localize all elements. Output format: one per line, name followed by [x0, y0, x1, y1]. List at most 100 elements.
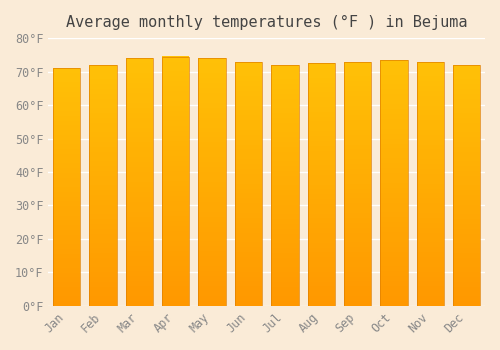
Bar	[90, 296, 117, 301]
Bar	[90, 79, 117, 84]
Bar	[308, 126, 335, 131]
Bar	[453, 233, 480, 238]
Bar	[162, 171, 190, 176]
Bar	[235, 237, 262, 242]
Bar	[162, 216, 190, 221]
Bar	[162, 291, 190, 296]
Bar	[126, 88, 153, 93]
Bar	[271, 287, 298, 292]
Bar	[308, 175, 335, 180]
Bar	[162, 156, 190, 161]
Bar	[453, 282, 480, 287]
Bar	[126, 58, 153, 63]
Bar	[453, 291, 480, 296]
Bar	[308, 223, 335, 228]
Bar	[271, 161, 298, 166]
Bar	[453, 152, 480, 156]
Bar	[198, 281, 226, 286]
Bar	[162, 56, 190, 62]
Bar	[308, 267, 335, 272]
Bar	[344, 272, 372, 276]
Bar	[53, 206, 80, 211]
Bar	[271, 258, 298, 262]
Bar	[453, 108, 480, 113]
Bar	[417, 257, 444, 262]
Bar	[126, 142, 153, 147]
Bar	[453, 296, 480, 301]
Bar	[235, 301, 262, 306]
Bar	[198, 256, 226, 261]
Bar	[417, 81, 444, 86]
Bar	[417, 267, 444, 272]
Bar	[308, 160, 335, 165]
Bar	[453, 127, 480, 132]
Bar	[417, 100, 444, 105]
Bar	[271, 238, 298, 243]
Bar	[380, 173, 407, 178]
Bar	[126, 152, 153, 157]
Bar	[90, 99, 117, 104]
Bar	[126, 73, 153, 78]
Bar	[90, 75, 117, 79]
Bar	[126, 108, 153, 113]
Bar	[344, 198, 372, 203]
Bar	[453, 147, 480, 152]
Bar	[453, 214, 480, 219]
Bar	[308, 243, 335, 247]
Bar	[162, 271, 190, 276]
Bar	[53, 196, 80, 201]
Bar	[453, 224, 480, 229]
Bar	[453, 84, 480, 89]
Bar	[453, 113, 480, 118]
Bar	[271, 103, 298, 108]
Bar	[344, 257, 372, 262]
Bar	[235, 203, 262, 208]
Bar	[380, 99, 407, 104]
Bar	[417, 228, 444, 232]
Bar	[53, 182, 80, 187]
Bar	[53, 225, 80, 230]
Bar	[417, 154, 444, 159]
Bar	[271, 291, 298, 296]
Bar	[308, 107, 335, 112]
Bar	[453, 79, 480, 84]
Bar	[380, 79, 407, 84]
Bar	[126, 187, 153, 192]
Bar	[198, 132, 226, 138]
Bar	[162, 211, 190, 216]
Bar	[380, 203, 407, 208]
Bar	[162, 191, 190, 196]
Bar	[308, 291, 335, 296]
Bar	[271, 296, 298, 301]
Bar	[198, 63, 226, 68]
Bar	[380, 183, 407, 188]
Bar	[162, 82, 190, 86]
Bar	[162, 141, 190, 146]
Bar	[380, 139, 407, 143]
Bar	[53, 154, 80, 159]
Bar	[417, 76, 444, 81]
Bar	[308, 78, 335, 83]
Bar	[90, 65, 117, 306]
Bar	[271, 233, 298, 238]
Bar	[126, 182, 153, 187]
Bar	[271, 262, 298, 267]
Bar	[126, 138, 153, 142]
Bar	[53, 292, 80, 296]
Bar	[90, 152, 117, 156]
Bar	[198, 266, 226, 271]
Bar	[453, 200, 480, 205]
Bar	[344, 262, 372, 267]
Bar	[308, 155, 335, 160]
Bar	[308, 218, 335, 223]
Bar	[198, 182, 226, 187]
Bar	[344, 130, 372, 135]
Bar	[271, 190, 298, 195]
Bar	[308, 146, 335, 150]
Bar	[380, 178, 407, 183]
Bar	[235, 252, 262, 257]
Bar	[90, 181, 117, 186]
Bar	[344, 125, 372, 130]
Bar	[308, 189, 335, 194]
Bar	[308, 92, 335, 97]
